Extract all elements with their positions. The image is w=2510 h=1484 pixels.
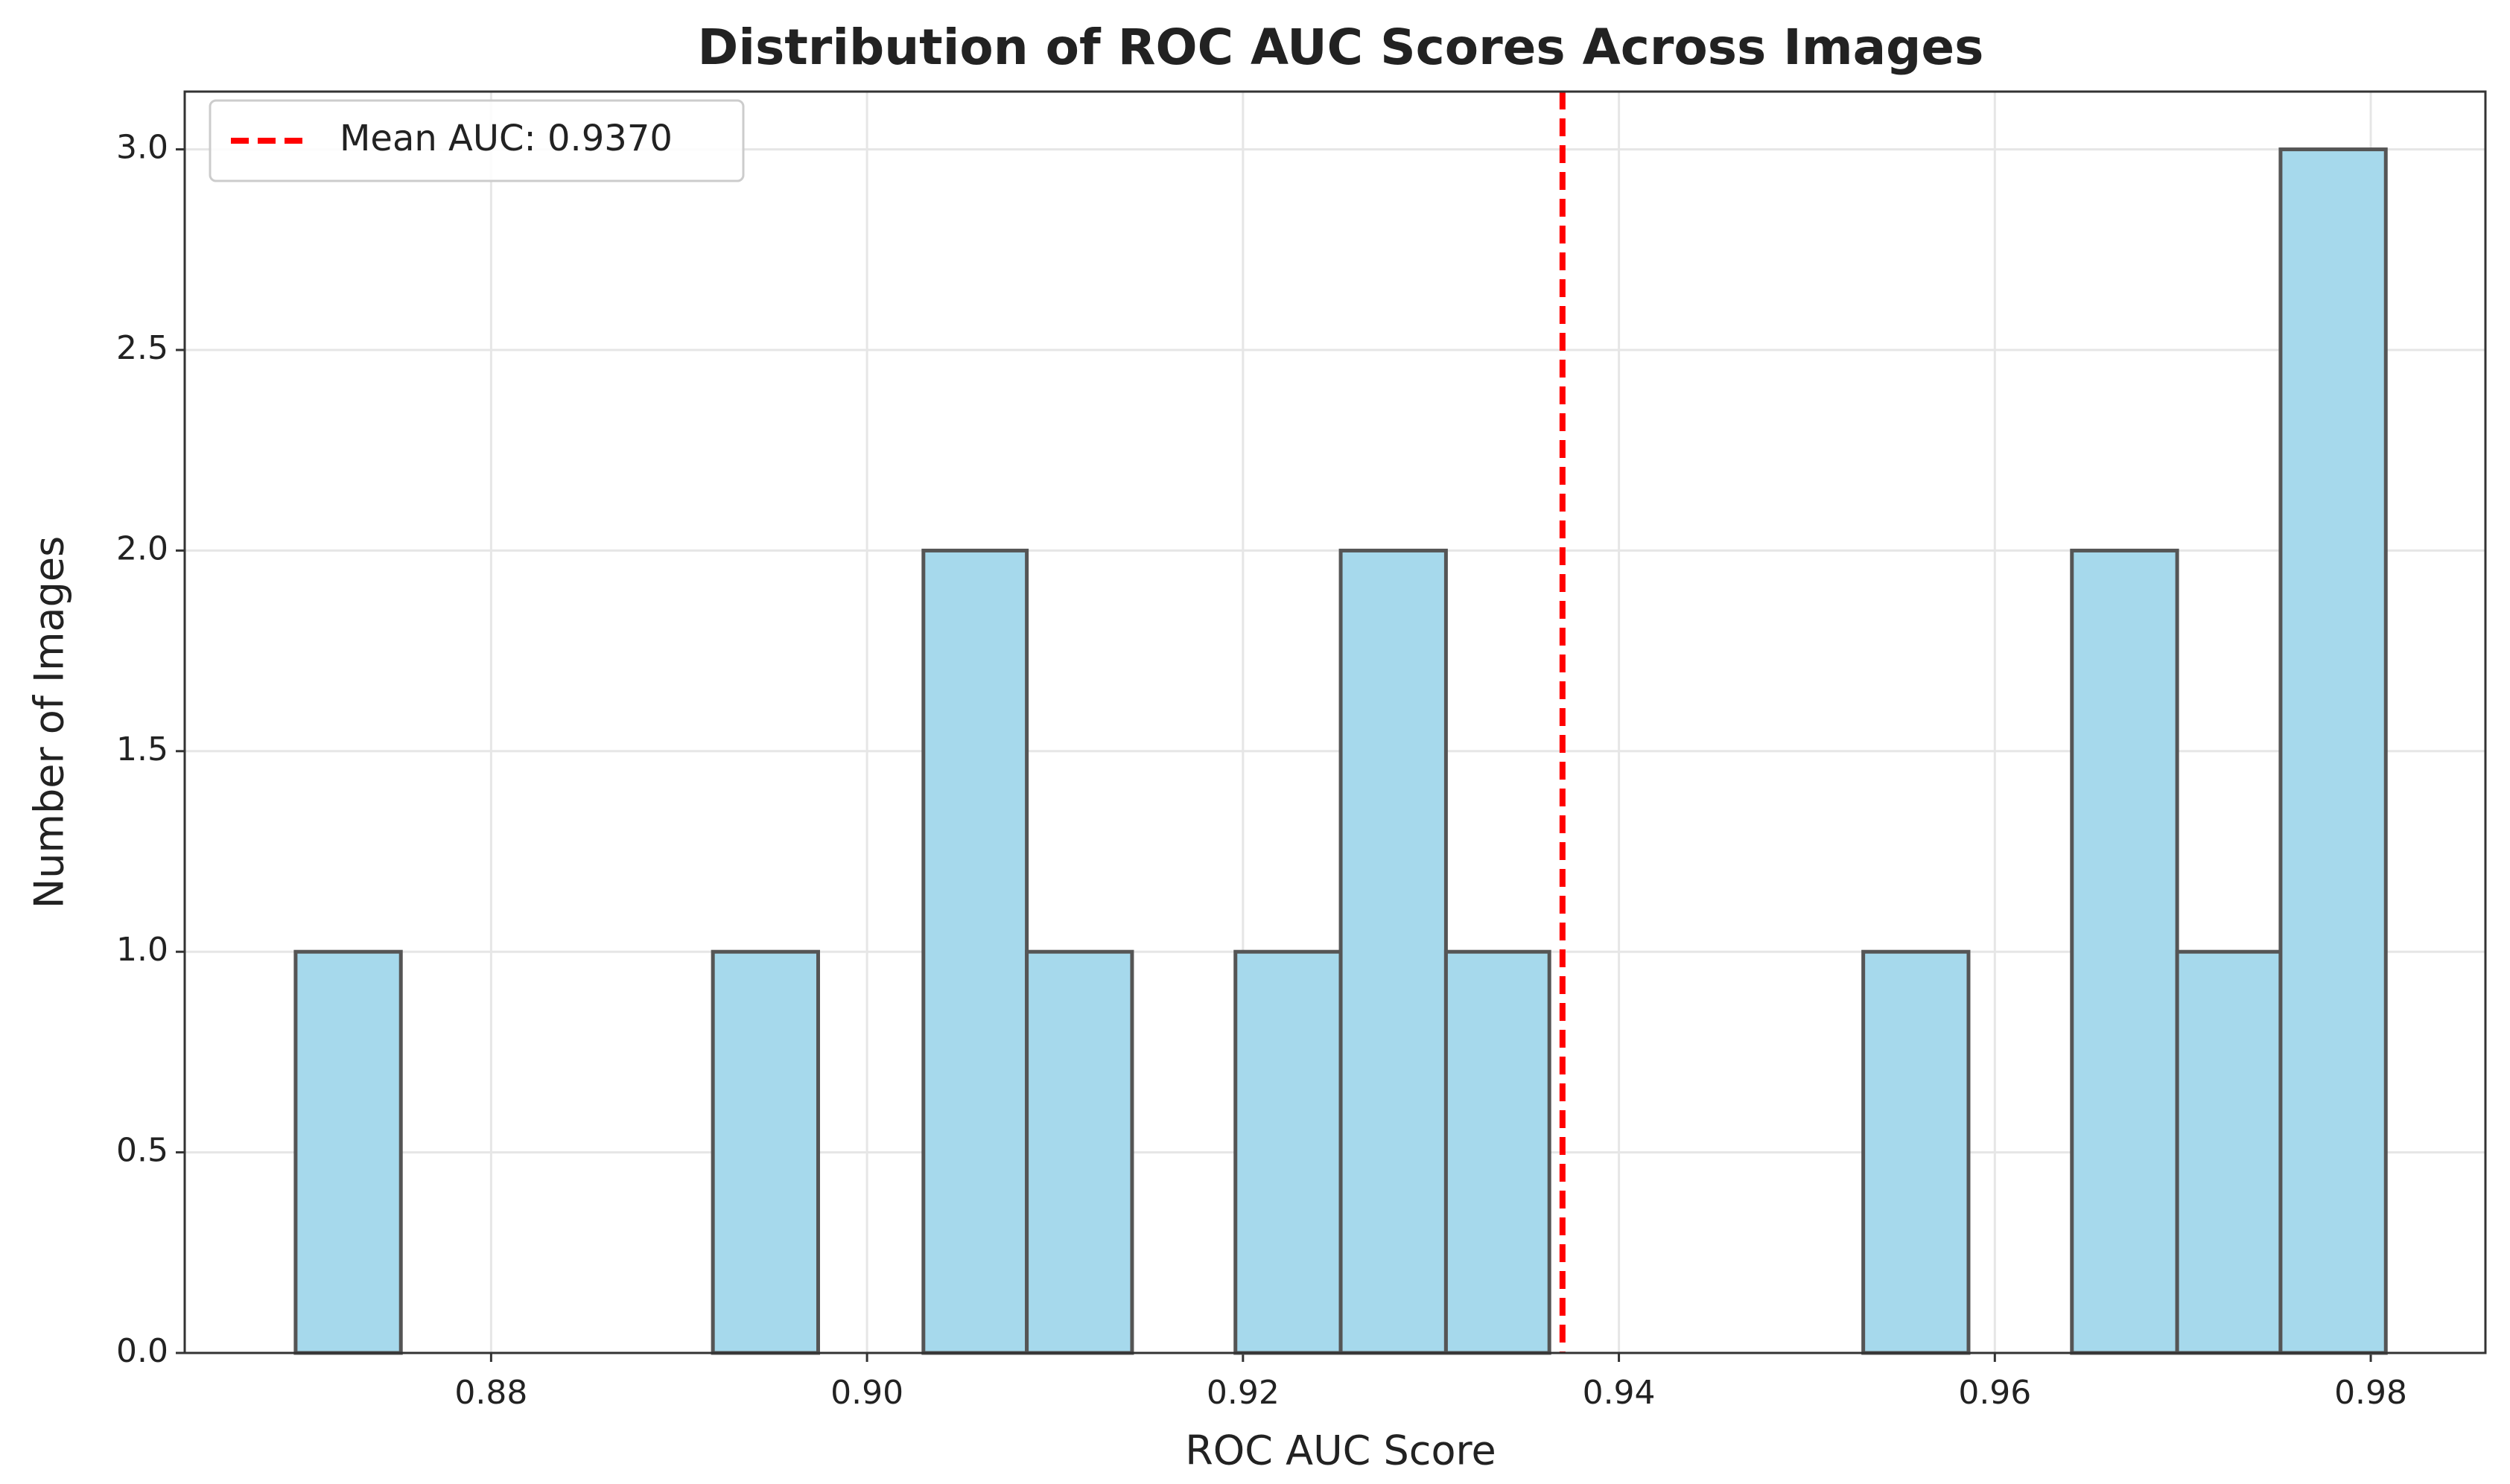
x-tick-label: 0.94: [1583, 1374, 1656, 1412]
legend-box: [209, 99, 745, 182]
y-axis-label: Number of Images: [26, 536, 73, 909]
legend-label: Mean AUC: 0.9370: [340, 118, 673, 159]
x-tick-label: 0.92: [1207, 1374, 1280, 1412]
y-tick-label: 0.0: [116, 1332, 168, 1370]
bar: [293, 949, 403, 1355]
x-tick-label: 0.90: [830, 1374, 903, 1412]
x-tick-label: 0.98: [2334, 1374, 2407, 1412]
y-tick-label: 2.5: [116, 329, 168, 367]
y-tick-label: 2.0: [116, 529, 168, 567]
bar: [2175, 949, 2283, 1355]
bar: [2278, 147, 2388, 1355]
bar: [711, 949, 820, 1355]
y-tick-label: 0.5: [116, 1132, 168, 1170]
bar: [1233, 949, 1343, 1355]
bar: [2070, 548, 2179, 1355]
bar: [921, 548, 1029, 1355]
x-axis-label: ROC AUC Score: [1185, 1427, 1496, 1474]
bar: [1338, 548, 1448, 1355]
x-tick-label: 0.88: [454, 1374, 527, 1412]
bar: [1861, 949, 1971, 1355]
chart-title: Distribution of ROC AUC Scores Across Im…: [698, 19, 1984, 76]
axes-frame: [183, 90, 2487, 1354]
y-tick-label: 3.0: [116, 129, 168, 167]
y-tick-label: 1.5: [116, 730, 168, 768]
y-tick-label: 1.0: [116, 931, 168, 969]
bar: [1025, 949, 1134, 1355]
x-tick-label: 0.96: [1958, 1374, 2031, 1412]
bar: [1443, 949, 1551, 1355]
